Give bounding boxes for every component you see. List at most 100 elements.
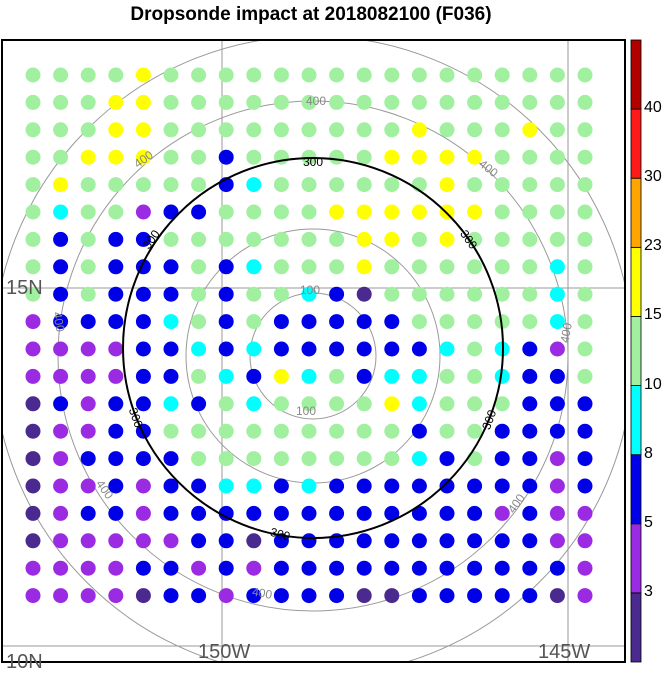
- dropsonde-point: [411, 451, 427, 467]
- dropsonde-point: [411, 368, 427, 384]
- dropsonde-point: [246, 231, 262, 247]
- dropsonde-point: [384, 204, 400, 220]
- dropsonde-point: [577, 149, 593, 165]
- dropsonde-point: [467, 94, 483, 110]
- dropsonde-point: [108, 204, 124, 220]
- dropsonde-point: [108, 368, 124, 384]
- chart-title: Dropsonde impact at 2018082100 (F036): [130, 4, 492, 25]
- dropsonde-point: [384, 588, 400, 604]
- dropsonde-point: [356, 204, 372, 220]
- dropsonde-point: [384, 423, 400, 439]
- dropsonde-point: [494, 478, 510, 494]
- dropsonde-point: [494, 177, 510, 193]
- dropsonde-point: [356, 122, 372, 138]
- contour-label-100: 100: [300, 283, 320, 297]
- dropsonde-point: [135, 341, 151, 357]
- dropsonde-point: [53, 94, 69, 110]
- dropsonde-point: [467, 204, 483, 220]
- dropsonde-point: [549, 67, 565, 83]
- colorbar-segment: [630, 39, 642, 110]
- colorbar-segment: [630, 592, 642, 663]
- dropsonde-point: [439, 177, 455, 193]
- dropsonde-point: [494, 423, 510, 439]
- dropsonde-point: [329, 505, 345, 521]
- dropsonde-point: [273, 396, 289, 412]
- dropsonde-point: [411, 231, 427, 247]
- dropsonde-point: [329, 177, 345, 193]
- dropsonde-point: [577, 67, 593, 83]
- dropsonde-point: [53, 67, 69, 83]
- dropsonde-point: [411, 149, 427, 165]
- dropsonde-point: [467, 478, 483, 494]
- dropsonde-point: [191, 341, 207, 357]
- dropsonde-point: [191, 177, 207, 193]
- dropsonde-point: [356, 314, 372, 330]
- dropsonde-point: [522, 560, 538, 576]
- dropsonde-point: [439, 368, 455, 384]
- dropsonde-point: [329, 314, 345, 330]
- dropsonde-point: [25, 341, 41, 357]
- dropsonde-point: [329, 478, 345, 494]
- dropsonde-point: [218, 231, 234, 247]
- colorbar-label: 8: [644, 444, 653, 462]
- colorbar-label: 3: [644, 582, 653, 600]
- dropsonde-point: [384, 341, 400, 357]
- dropsonde-point: [356, 341, 372, 357]
- dropsonde-point: [218, 505, 234, 521]
- dropsonde-point: [356, 423, 372, 439]
- dropsonde-point: [411, 396, 427, 412]
- dropsonde-point: [356, 67, 372, 83]
- dropsonde-point: [25, 286, 41, 302]
- dropsonde-point: [108, 122, 124, 138]
- dropsonde-point: [25, 396, 41, 412]
- contour-label-100: 100: [296, 404, 316, 418]
- dropsonde-point: [549, 204, 565, 220]
- dropsonde-point: [301, 341, 317, 357]
- dropsonde-point: [108, 396, 124, 412]
- dropsonde-point: [273, 533, 289, 549]
- dropsonde-point: [494, 588, 510, 604]
- dropsonde-point: [411, 560, 427, 576]
- dropsonde-point: [356, 368, 372, 384]
- dropsonde-point: [384, 122, 400, 138]
- dropsonde-point: [329, 396, 345, 412]
- dropsonde-point: [246, 560, 262, 576]
- dropsonde-point: [53, 314, 69, 330]
- dropsonde-point: [494, 259, 510, 275]
- dropsonde-point: [80, 560, 96, 576]
- dropsonde-point: [108, 149, 124, 165]
- dropsonde-point: [25, 204, 41, 220]
- dropsonde-point: [467, 560, 483, 576]
- dropsonde-point: [439, 94, 455, 110]
- dropsonde-point: [577, 560, 593, 576]
- dropsonde-point: [108, 259, 124, 275]
- dropsonde-point: [549, 505, 565, 521]
- dropsonde-point: [522, 314, 538, 330]
- dropsonde-point: [411, 122, 427, 138]
- dropsonde-point: [329, 67, 345, 83]
- dropsonde-point: [80, 204, 96, 220]
- dropsonde-point: [135, 231, 151, 247]
- dropsonde-point: [218, 94, 234, 110]
- dropsonde-point: [163, 368, 179, 384]
- dropsonde-point: [135, 67, 151, 83]
- dropsonde-point: [273, 177, 289, 193]
- dropsonde-point: [273, 67, 289, 83]
- dropsonde-point: [246, 149, 262, 165]
- dropsonde-point: [80, 231, 96, 247]
- dropsonde-point: [273, 423, 289, 439]
- dropsonde-point: [25, 231, 41, 247]
- dropsonde-point: [577, 423, 593, 439]
- dropsonde-point: [218, 533, 234, 549]
- dropsonde-point: [191, 67, 207, 83]
- colorbar-segment: [630, 177, 642, 248]
- contour-label-300: 300: [303, 155, 323, 169]
- dropsonde-point: [522, 122, 538, 138]
- dropsonde-point: [25, 478, 41, 494]
- dropsonde-point: [356, 451, 372, 467]
- dropsonde-point: [135, 94, 151, 110]
- dropsonde-point: [411, 478, 427, 494]
- dropsonde-point: [53, 396, 69, 412]
- dropsonde-point: [53, 588, 69, 604]
- dropsonde-point: [439, 122, 455, 138]
